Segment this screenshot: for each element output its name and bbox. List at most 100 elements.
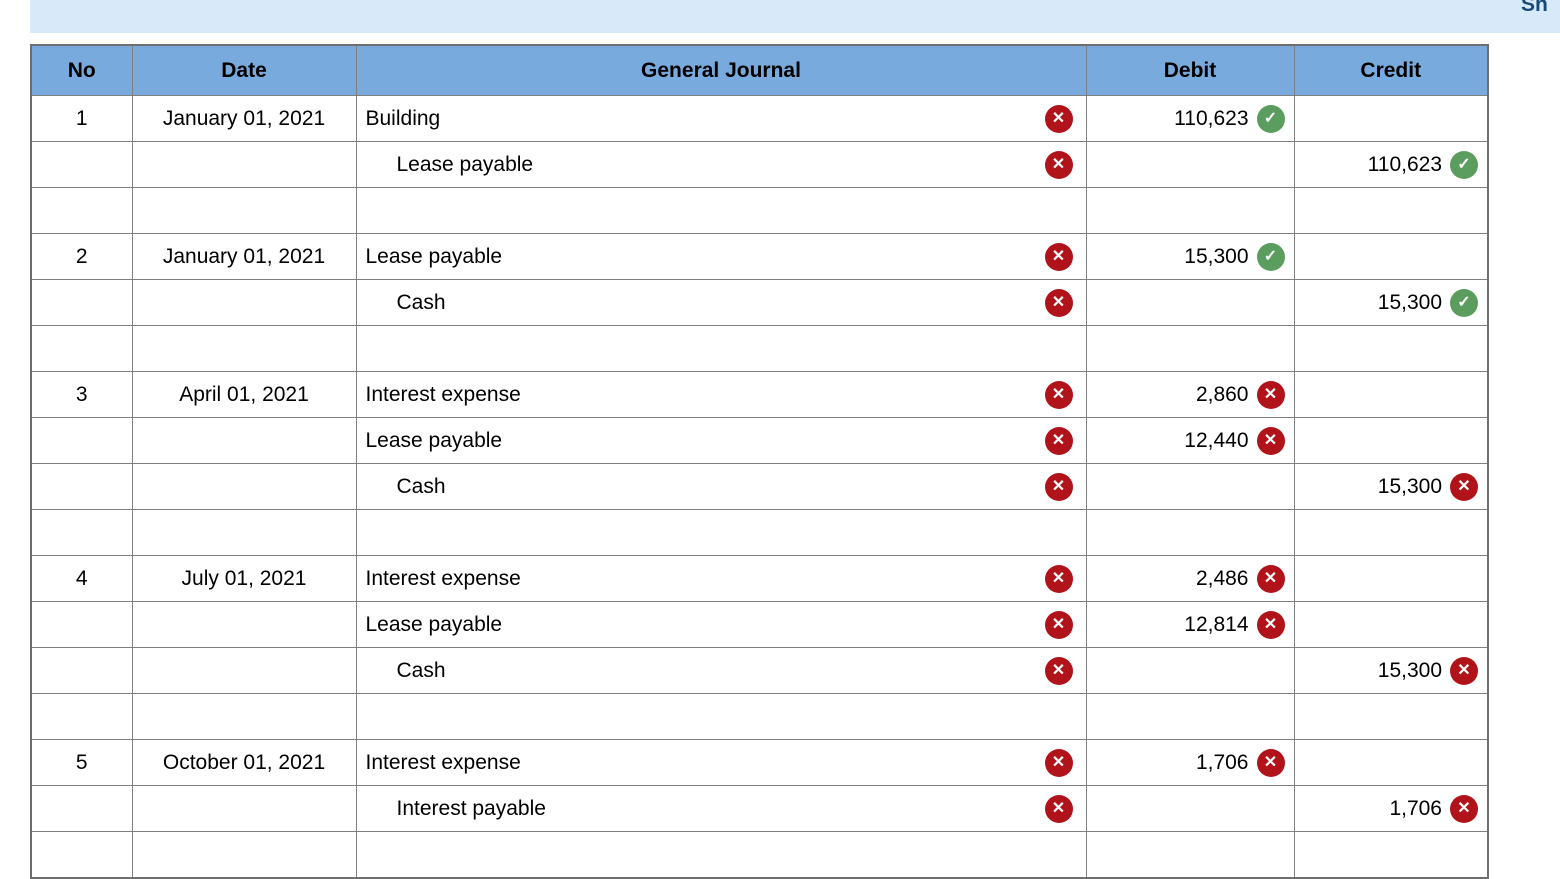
incorrect-x-icon: ✕ bbox=[1450, 794, 1478, 823]
account-cell bbox=[355, 509, 1087, 556]
account-cell[interactable]: Interest expense ✕ bbox=[355, 555, 1087, 602]
debit-cell[interactable]: 110,623 ✓ bbox=[1085, 95, 1295, 142]
account-cell-content: Interest expense ✕ bbox=[357, 373, 1085, 417]
correct-check-icon: ✓ bbox=[1450, 150, 1478, 179]
account-label: Interest expense bbox=[365, 750, 521, 774]
account-cell bbox=[355, 831, 1087, 879]
spacer-row bbox=[30, 831, 1489, 879]
entry-date-cell: October 01, 2021 bbox=[131, 739, 357, 786]
account-cell[interactable]: Interest expense ✕ bbox=[355, 371, 1087, 418]
incorrect-x-icon: ✕ bbox=[1044, 748, 1073, 777]
journal-table: No Date General Journal Debit Credit 1 Ja… bbox=[30, 44, 1489, 879]
incorrect-x-icon: ✕ bbox=[1450, 472, 1478, 501]
credit-cell-content: 110,623 ✓ bbox=[1295, 143, 1487, 187]
account-cell[interactable]: Cash ✕ bbox=[355, 463, 1087, 510]
account-cell[interactable]: Lease payable ✕ bbox=[355, 601, 1087, 648]
entry-date-cell bbox=[131, 785, 357, 832]
incorrect-x-icon: ✕ bbox=[1044, 426, 1073, 455]
incorrect-x-icon: ✕ bbox=[1044, 380, 1073, 409]
entry-no-cell bbox=[30, 417, 133, 464]
credit-amount: 110,623 bbox=[1367, 152, 1442, 176]
account-cell[interactable]: Lease payable ✕ bbox=[355, 233, 1087, 280]
credit-cell bbox=[1293, 325, 1489, 372]
debit-amount: 12,814 bbox=[1184, 612, 1249, 636]
credit-cell[interactable]: 15,300 ✓ bbox=[1293, 279, 1489, 326]
spacer-row bbox=[30, 509, 1489, 556]
entry-no-cell bbox=[30, 831, 133, 879]
debit-cell[interactable]: 2,486 ✕ bbox=[1085, 555, 1295, 602]
entry-date-cell bbox=[131, 187, 357, 234]
table-row: 5 October 01, 2021 Interest expense ✕ 1,706 ✕ bbox=[30, 739, 1489, 786]
entry-date-cell: January 01, 2021 bbox=[131, 95, 357, 142]
debit-cell-content: 12,814 ✕ bbox=[1087, 603, 1293, 647]
debit-cell bbox=[1085, 831, 1295, 879]
debit-cell[interactable]: 2,860 ✕ bbox=[1085, 371, 1295, 418]
entry-no-cell: 1 bbox=[30, 95, 133, 142]
account-label: Lease payable bbox=[396, 152, 534, 176]
credit-cell bbox=[1293, 371, 1489, 418]
account-label: Cash bbox=[396, 290, 446, 314]
debit-amount: 12,440 bbox=[1184, 428, 1249, 452]
credit-amount: 15,300 bbox=[1377, 658, 1442, 682]
table-row: Interest payable ✕ 1,706 ✕ bbox=[30, 785, 1489, 832]
account-cell-content: Lease payable ✕ bbox=[357, 603, 1085, 647]
debit-cell[interactable]: 12,814 ✕ bbox=[1085, 601, 1295, 648]
debit-amount: 110,623 bbox=[1174, 106, 1249, 130]
debit-cell-content: 1,706 ✕ bbox=[1087, 741, 1293, 785]
incorrect-x-icon: ✕ bbox=[1044, 564, 1073, 593]
debit-cell[interactable]: 15,300 ✓ bbox=[1085, 233, 1295, 280]
debit-cell[interactable]: 12,440 ✕ bbox=[1085, 417, 1295, 464]
entry-no-cell bbox=[30, 463, 133, 510]
account-label: Lease payable bbox=[365, 244, 503, 268]
account-cell[interactable]: Building ✕ bbox=[355, 95, 1087, 142]
col-header-debit: Debit bbox=[1085, 44, 1295, 96]
incorrect-x-icon: ✕ bbox=[1044, 242, 1073, 271]
account-label: Cash bbox=[396, 474, 446, 498]
account-cell-content: Lease payable ✕ bbox=[357, 419, 1085, 463]
entry-date-cell bbox=[131, 647, 357, 694]
account-label: Interest payable bbox=[396, 796, 546, 820]
debit-cell[interactable]: 1,706 ✕ bbox=[1085, 739, 1295, 786]
entry-date-cell: July 01, 2021 bbox=[131, 555, 357, 602]
entry-date-cell bbox=[131, 831, 357, 879]
account-cell[interactable]: Interest expense ✕ bbox=[355, 739, 1087, 786]
incorrect-x-icon: ✕ bbox=[1044, 288, 1073, 317]
credit-amount: 15,300 bbox=[1377, 474, 1442, 498]
account-cell-content: Lease payable ✕ bbox=[357, 235, 1085, 279]
correct-check-icon: ✓ bbox=[1256, 242, 1285, 271]
incorrect-x-icon: ✕ bbox=[1044, 794, 1073, 823]
account-cell-content: Cash ✕ bbox=[357, 465, 1085, 509]
entry-no-cell: 2 bbox=[30, 233, 133, 280]
credit-cell[interactable]: 15,300 ✕ bbox=[1293, 647, 1489, 694]
table-row: Lease payable ✕ 12,814 ✕ bbox=[30, 601, 1489, 648]
entry-date-cell bbox=[131, 141, 357, 188]
account-cell[interactable]: Lease payable ✕ bbox=[355, 141, 1087, 188]
entry-date-cell bbox=[131, 463, 357, 510]
incorrect-x-icon: ✕ bbox=[1044, 150, 1073, 179]
entry-no-cell bbox=[30, 509, 133, 556]
account-label: Interest expense bbox=[365, 382, 521, 406]
show-less-link[interactable]: Sh bbox=[1521, 0, 1548, 16]
entry-no-cell bbox=[30, 785, 133, 832]
credit-cell-content: 15,300 ✕ bbox=[1295, 649, 1487, 693]
account-label: Interest expense bbox=[365, 566, 521, 590]
incorrect-x-icon: ✕ bbox=[1256, 610, 1285, 639]
incorrect-x-icon: ✕ bbox=[1044, 104, 1073, 133]
account-cell bbox=[355, 693, 1087, 740]
account-cell[interactable]: Cash ✕ bbox=[355, 647, 1087, 694]
account-cell[interactable]: Cash ✕ bbox=[355, 279, 1087, 326]
account-cell bbox=[355, 325, 1087, 372]
account-cell-content: Interest expense ✕ bbox=[357, 557, 1085, 601]
credit-cell[interactable]: 110,623 ✓ bbox=[1293, 141, 1489, 188]
entry-date-cell bbox=[131, 417, 357, 464]
credit-cell[interactable]: 1,706 ✕ bbox=[1293, 785, 1489, 832]
account-cell[interactable]: Lease payable ✕ bbox=[355, 417, 1087, 464]
credit-cell[interactable]: 15,300 ✕ bbox=[1293, 463, 1489, 510]
account-cell bbox=[355, 187, 1087, 234]
entry-no-cell bbox=[30, 325, 133, 372]
account-cell[interactable]: Interest payable ✕ bbox=[355, 785, 1087, 832]
credit-cell bbox=[1293, 187, 1489, 234]
entry-date-cell bbox=[131, 601, 357, 648]
debit-cell-content: 2,860 ✕ bbox=[1087, 373, 1293, 417]
table-row: Cash ✕ 15,300 ✕ bbox=[30, 647, 1489, 694]
